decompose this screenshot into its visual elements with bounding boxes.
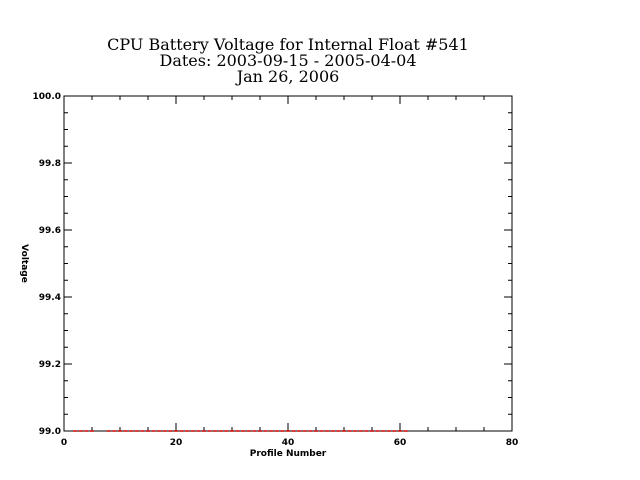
x-tick-label: 80 xyxy=(506,438,519,448)
y-tick-label: 99.2 xyxy=(39,360,61,370)
x-tick-label: 20 xyxy=(170,438,183,448)
x-tick-label: 40 xyxy=(282,438,295,448)
axes-group: 0 20 40 60 80 99.0 99.2 99.4 99.6 99.8 100.0 Profil… xyxy=(19,92,518,459)
chart-title-line-2: Dates: 2003-09-15 - 2005-04-04 xyxy=(159,51,417,70)
y-tick-label: 99.4 xyxy=(39,293,61,303)
chart-title-line-1: CPU Battery Voltage for Internal Float #… xyxy=(107,35,469,54)
y-tick-label: 99.6 xyxy=(39,226,61,236)
chart-title-line-3: Jan 26, 2006 xyxy=(236,67,340,86)
plot-frame xyxy=(63,95,513,432)
x-tick-label: 0 xyxy=(61,438,67,448)
y-axis-label: Voltage xyxy=(19,244,29,283)
y-tick-label: 100.0 xyxy=(33,92,61,102)
y-tick-label: 99.8 xyxy=(39,159,61,169)
x-axis-label: Profile Number xyxy=(250,449,327,459)
x-tick-label: 60 xyxy=(394,438,407,448)
y-tick-label: 99.0 xyxy=(39,427,61,437)
